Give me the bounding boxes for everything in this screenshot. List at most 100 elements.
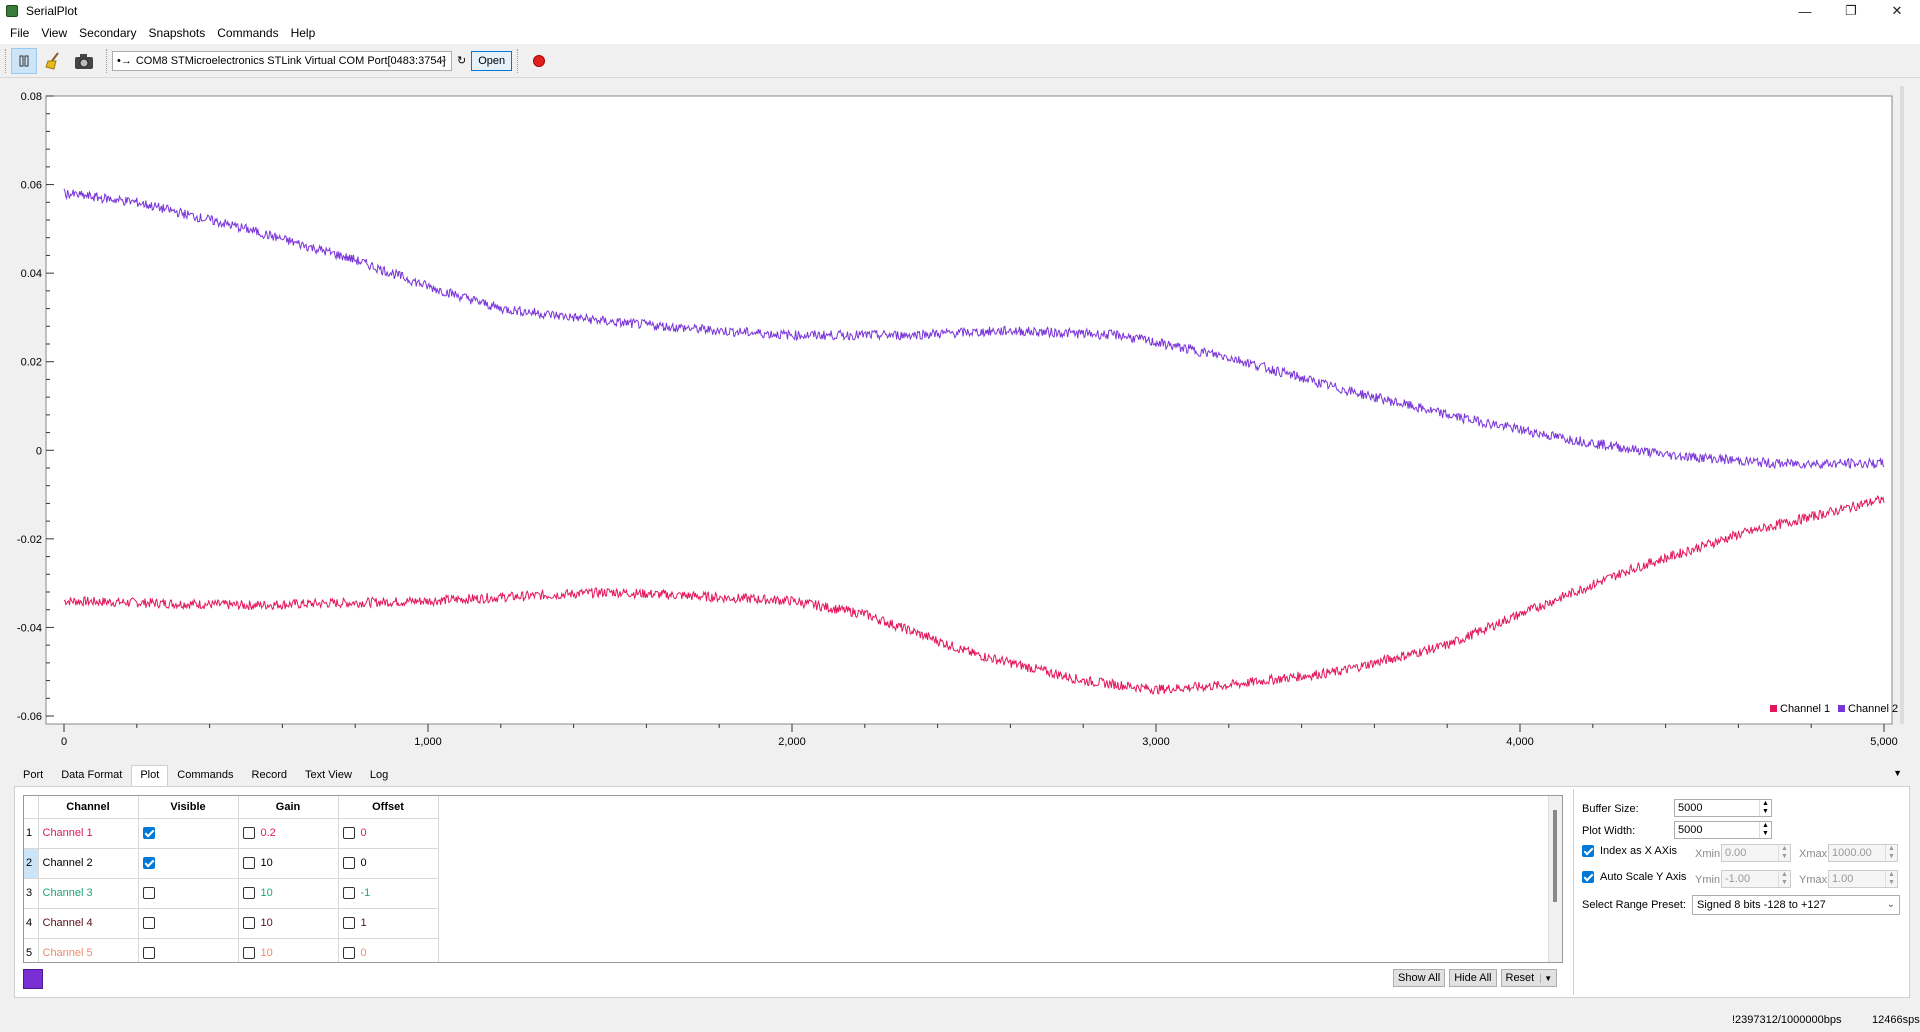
xmax-spinbox[interactable]: 1000.00 ▲ ▼ bbox=[1828, 844, 1898, 862]
visible-cell[interactable] bbox=[138, 878, 239, 909]
scrollbar-thumb[interactable] bbox=[1553, 810, 1557, 902]
col-header-visible[interactable]: Visible bbox=[138, 796, 239, 819]
table-row[interactable]: 1 Channel 1 0.2 0 bbox=[24, 818, 439, 849]
offset-cell[interactable]: 0 bbox=[338, 938, 439, 962]
channel-name-cell[interactable]: Channel 4 bbox=[38, 908, 139, 939]
visible-checkbox[interactable] bbox=[142, 917, 155, 930]
offset-cell[interactable]: 0 bbox=[338, 848, 439, 879]
menu-file[interactable]: File bbox=[10, 26, 30, 40]
offset-checkbox[interactable] bbox=[342, 887, 355, 900]
gain-cell[interactable]: 10 bbox=[238, 878, 339, 909]
visible-checkbox[interactable] bbox=[142, 947, 155, 960]
ymin-spinbox[interactable]: -1.00 ▲ ▼ bbox=[1721, 870, 1791, 888]
tab-log[interactable]: Log bbox=[369, 769, 389, 781]
col-header-offset[interactable]: Offset bbox=[338, 796, 439, 819]
tab-data-format[interactable]: Data Format bbox=[61, 769, 123, 781]
table-row[interactable]: 2 Channel 2 10 0 bbox=[24, 848, 439, 879]
reset-button[interactable]: Reset ▼ bbox=[1500, 969, 1558, 987]
plot-width-spinbox[interactable]: 5000 ▲ ▼ bbox=[1674, 821, 1772, 839]
spin-arrows-icon[interactable]: ▲ ▼ bbox=[1759, 822, 1771, 838]
table-row[interactable]: 5 Channel 5 10 0 bbox=[24, 938, 439, 962]
offset-checkbox[interactable] bbox=[342, 857, 355, 870]
row-number[interactable]: 5 bbox=[24, 938, 39, 962]
visible-cell[interactable] bbox=[138, 908, 239, 939]
channel-name-cell[interactable]: Channel 3 bbox=[38, 878, 139, 909]
visible-cell[interactable] bbox=[138, 938, 239, 962]
xmin-spinbox[interactable]: 0.00 ▲ ▼ bbox=[1721, 844, 1791, 862]
gain-checkbox[interactable] bbox=[242, 947, 255, 960]
buffer-size-spinbox[interactable]: 5000 ▲ ▼ bbox=[1674, 799, 1772, 817]
channel-name-cell[interactable]: Channel 2 bbox=[38, 848, 139, 879]
refresh-icon[interactable]: ↻ bbox=[457, 55, 467, 67]
plot-scrollbar[interactable] bbox=[1900, 86, 1904, 724]
col-header-gain[interactable]: Gain bbox=[238, 796, 339, 819]
menu-snapshots[interactable]: Snapshots bbox=[148, 26, 206, 40]
offset-cell[interactable]: 1 bbox=[338, 908, 439, 939]
buffer-size-value: 5000 bbox=[1678, 802, 1703, 814]
ymax-spinbox[interactable]: 1.00 ▲ ▼ bbox=[1828, 870, 1898, 888]
table-row[interactable]: 3 Channel 3 10 -1 bbox=[24, 878, 439, 909]
tab-port[interactable]: Port bbox=[23, 769, 44, 781]
menu-help[interactable]: Help bbox=[290, 26, 316, 40]
gain-checkbox[interactable] bbox=[242, 887, 255, 900]
table-row[interactable]: 4 Channel 4 10 1 bbox=[24, 908, 439, 939]
channel-name-cell[interactable]: Channel 1 bbox=[38, 818, 139, 849]
restore-button[interactable]: ❐ bbox=[1845, 3, 1857, 18]
record-icon[interactable] bbox=[533, 54, 546, 67]
gain-cell[interactable]: 10 bbox=[238, 848, 339, 879]
gain-cell[interactable]: 10 bbox=[238, 908, 339, 939]
offset-cell[interactable]: -1 bbox=[338, 878, 439, 909]
row-number[interactable]: 4 bbox=[24, 908, 39, 939]
plot-canvas[interactable] bbox=[45, 95, 1893, 725]
range-preset-select[interactable]: Signed 8 bits -128 to +127 ⌄ bbox=[1692, 895, 1900, 915]
table-scrollbar[interactable] bbox=[1548, 796, 1562, 962]
gain-cell[interactable]: 10 bbox=[238, 938, 339, 962]
gain-checkbox[interactable] bbox=[242, 857, 255, 870]
plot-chart[interactable]: 0.08 0.06 0.04 0.02 0 -0.02 -0.04 -0.06 0 1,000 2,… bbox=[0, 78, 1920, 762]
gain-cell[interactable]: 0.2 bbox=[238, 818, 339, 849]
spin-arrows-icon[interactable]: ▲ ▼ bbox=[1759, 800, 1771, 816]
channel-name-cell[interactable]: Channel 5 bbox=[38, 938, 139, 962]
offset-cell[interactable]: 0 bbox=[338, 818, 439, 849]
visible-cell[interactable] bbox=[138, 818, 239, 849]
tab-commands[interactable]: Commands bbox=[177, 769, 234, 781]
tab-plot[interactable]: Plot bbox=[131, 765, 169, 787]
visible-cell[interactable] bbox=[138, 848, 239, 879]
gain-checkbox[interactable] bbox=[242, 827, 255, 840]
tab-text-view[interactable]: Text View bbox=[305, 769, 352, 781]
spin-arrows-icon[interactable]: ▲ ▼ bbox=[1778, 845, 1790, 861]
menu-commands[interactable]: Commands bbox=[217, 26, 279, 40]
autoscale-checkbox[interactable] bbox=[1582, 871, 1594, 883]
row-number[interactable]: 2 bbox=[24, 848, 39, 879]
offset-checkbox[interactable] bbox=[342, 827, 355, 840]
show-all-button[interactable]: Show All bbox=[1393, 969, 1446, 987]
menu-view[interactable]: View bbox=[41, 26, 68, 40]
offset-checkbox[interactable] bbox=[342, 947, 355, 960]
tab-record[interactable]: Record bbox=[251, 769, 288, 781]
channel-color-swatch[interactable] bbox=[23, 969, 43, 989]
col-header-channel[interactable]: Channel bbox=[38, 796, 139, 819]
visible-checkbox[interactable] bbox=[142, 887, 155, 900]
snapshot-button[interactable] bbox=[71, 48, 97, 74]
minimize-button[interactable]: — bbox=[1798, 3, 1812, 19]
plot-area[interactable]: 0.08 0.06 0.04 0.02 0 -0.02 -0.04 -0.06 0 1,000 2,… bbox=[0, 78, 1920, 762]
reset-dropdown-icon[interactable]: ▼ bbox=[1540, 973, 1552, 983]
visible-checkbox[interactable] bbox=[142, 857, 155, 870]
pause-button[interactable] bbox=[11, 47, 37, 74]
open-button[interactable]: Open bbox=[471, 50, 513, 71]
clear-button[interactable] bbox=[41, 48, 67, 74]
spin-arrows-icon[interactable]: ▲ ▼ bbox=[1778, 871, 1790, 887]
spin-arrows-icon[interactable]: ▲ ▼ bbox=[1885, 871, 1897, 887]
menu-secondary[interactable]: Secondary bbox=[79, 26, 137, 40]
visible-checkbox[interactable] bbox=[142, 827, 155, 840]
gain-checkbox[interactable] bbox=[242, 917, 255, 930]
spin-arrows-icon[interactable]: ▲ ▼ bbox=[1885, 845, 1897, 861]
row-number[interactable]: 1 bbox=[24, 818, 39, 849]
row-number[interactable]: 3 bbox=[24, 878, 39, 909]
tab-overflow-icon[interactable]: ▼ bbox=[1893, 768, 1902, 778]
index-x-checkbox[interactable] bbox=[1582, 845, 1594, 857]
close-button[interactable]: ✕ bbox=[1891, 3, 1903, 18]
offset-checkbox[interactable] bbox=[342, 917, 355, 930]
port-select[interactable]: •→ COM8 STMicroelectronics STLink Virtua… bbox=[112, 50, 452, 71]
hide-all-button[interactable]: Hide All bbox=[1449, 969, 1497, 987]
